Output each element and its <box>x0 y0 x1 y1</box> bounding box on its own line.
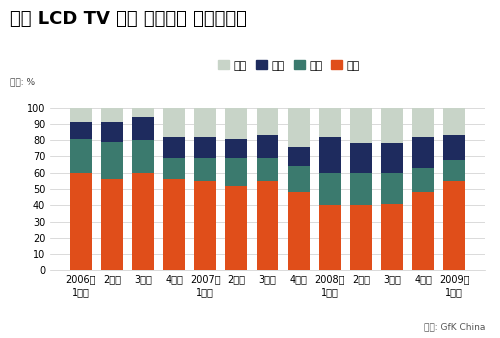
Bar <box>444 135 465 160</box>
Bar <box>132 117 154 140</box>
Bar <box>319 173 340 205</box>
Bar <box>194 158 216 181</box>
Bar <box>256 135 278 158</box>
Bar <box>288 166 310 192</box>
Bar <box>226 186 248 270</box>
Bar <box>70 122 92 139</box>
Bar <box>350 173 372 205</box>
Bar <box>132 173 154 270</box>
Bar <box>412 192 434 270</box>
Bar <box>101 179 122 270</box>
Bar <box>70 173 92 270</box>
Bar <box>350 143 372 173</box>
Bar <box>70 108 92 122</box>
Bar <box>101 142 122 179</box>
Bar <box>101 108 122 122</box>
Bar <box>319 137 340 173</box>
Bar <box>412 137 434 168</box>
Bar <box>132 140 154 173</box>
Bar <box>444 108 465 135</box>
Text: 중국 LCD TV 시장 제조국별 시장점유율: 중국 LCD TV 시장 제조국별 시장점유율 <box>10 10 247 28</box>
Bar <box>412 168 434 192</box>
Bar <box>226 158 248 186</box>
Bar <box>226 139 248 158</box>
Bar <box>444 181 465 270</box>
Bar <box>288 147 310 166</box>
Bar <box>381 143 403 173</box>
Bar <box>256 181 278 270</box>
Bar <box>101 122 122 142</box>
Bar <box>350 205 372 270</box>
Bar <box>163 108 185 137</box>
Bar <box>194 181 216 270</box>
Bar <box>350 108 372 143</box>
Bar <box>163 137 185 158</box>
Bar <box>70 139 92 173</box>
Text: 자료: GfK China: 자료: GfK China <box>424 322 485 331</box>
Bar <box>381 173 403 204</box>
Bar <box>256 158 278 181</box>
Bar <box>194 137 216 158</box>
Bar <box>381 204 403 270</box>
Bar <box>132 108 154 117</box>
Text: 단위: %: 단위: % <box>10 78 35 87</box>
Bar <box>163 158 185 179</box>
Bar <box>319 108 340 137</box>
Bar <box>163 179 185 270</box>
Bar <box>319 205 340 270</box>
Bar <box>226 108 248 139</box>
Bar <box>256 108 278 135</box>
Bar <box>194 108 216 137</box>
Bar <box>444 160 465 181</box>
Bar <box>381 108 403 143</box>
Bar <box>412 108 434 137</box>
Bar <box>288 192 310 270</box>
Legend: 기타, 일본, 한국, 중국: 기타, 일본, 한국, 중국 <box>214 56 364 75</box>
Bar <box>288 108 310 147</box>
